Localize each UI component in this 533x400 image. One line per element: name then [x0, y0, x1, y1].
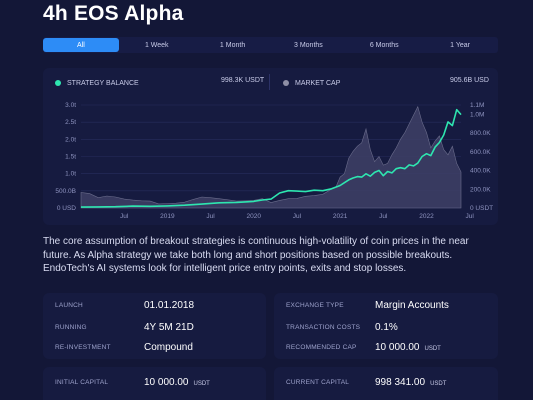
y-right-tick-label: 1.1M — [470, 102, 484, 109]
info-card-right: EXCHANGE TYPE Margin Accounts TRANSACTIO… — [274, 293, 498, 359]
info-value: Margin Accounts — [375, 299, 449, 311]
y-left-tick-label: 0 USD — [57, 205, 76, 212]
info-label: EXCHANGE TYPE — [286, 301, 344, 309]
info-value-number: 10 000.00 — [375, 341, 420, 353]
info-value: 4Y 5M 21D — [144, 321, 194, 333]
info-label: TRANSACTION COSTS — [286, 323, 361, 331]
info-label: RUNNING — [55, 323, 87, 331]
y-right-tick-label: 1.0M — [470, 111, 484, 118]
legend-market-label: MARKET CAP — [295, 79, 341, 87]
info-unit: USDT — [193, 380, 210, 387]
info-unit: USDT — [424, 345, 441, 352]
info-row: RECOMMENDED CAP 10 000.00 USDT — [274, 340, 498, 354]
info-row: CURRENT CAPITAL 998 341.00 USDT — [274, 375, 498, 389]
strategy-description: The core assumption of breakout strategi… — [43, 236, 469, 274]
y-right-tick-label: 800.0K — [470, 130, 491, 137]
info-card-left: LAUNCH 01.01.2018 RUNNING 4Y 5M 21D RE-I… — [43, 293, 266, 359]
info-value: 10 000.00 USDT — [375, 342, 441, 353]
y-right-ticks: 0 USDT 200.0K 400.0K 600.0K 800.0K 1.0M 1.1M — [470, 102, 493, 212]
y-left-tick-label: 2.5t — [65, 119, 76, 126]
page-title: 4h EOS Alpha — [43, 2, 184, 25]
tab-1-month[interactable]: 1 Month — [219, 41, 246, 49]
info-label: RECOMMENDED CAP — [286, 343, 357, 351]
info-value: 0.1% — [375, 321, 398, 333]
info-row: EXCHANGE TYPE Margin Accounts — [274, 298, 498, 312]
info-label: CURRENT CAPITAL — [286, 378, 350, 386]
strategy-dot-icon — [55, 80, 61, 86]
capital-card-left: INITIAL CAPITAL 10 000.00 USDT — [43, 367, 266, 400]
legend-divider — [269, 74, 270, 90]
y-left-tick-label: 1.0t — [65, 171, 76, 178]
y-left-tick-label: 500.0B — [55, 188, 76, 195]
tab-3-months[interactable]: 3 Months — [294, 41, 323, 49]
info-row: RE-INVESTMENT Compound — [43, 340, 266, 354]
legend-strategy[interactable]: STRATEGY BALANCE — [55, 77, 139, 89]
x-tick-label: 2021 — [333, 213, 348, 220]
y-right-tick-label: 0 USDT — [470, 205, 493, 212]
info-row: TRANSACTION COSTS 0.1% — [274, 320, 498, 334]
chart-plot: 0 USD 500.0B 1.0t 1.5t 2.0t 2.5t 3.0t 0 USDT 20… — [55, 102, 493, 220]
tab-all[interactable]: All — [43, 38, 119, 52]
market-dot-icon — [283, 80, 289, 86]
y-left-tick-label: 3.0t — [65, 102, 76, 109]
legend-strategy-label: STRATEGY BALANCE — [67, 79, 139, 87]
x-tick-label: Jul — [206, 213, 215, 220]
y-left-tick-label: 2.0t — [65, 136, 76, 143]
info-row: INITIAL CAPITAL 10 000.00 USDT — [43, 375, 266, 389]
info-value-number: 998 341.00 — [375, 376, 426, 388]
x-tick-label: 2020 — [246, 213, 261, 220]
y-left-tick-label: 1.5t — [65, 154, 76, 161]
x-tick-label: Jul — [465, 213, 474, 220]
info-label: RE-INVESTMENT — [55, 343, 111, 351]
x-tick-label: Jul — [293, 213, 302, 220]
info-value: 01.01.2018 — [144, 299, 195, 311]
y-right-tick-label: 200.0K — [470, 186, 491, 193]
x-tick-label: 2022 — [419, 213, 434, 220]
info-value: 998 341.00 USDT — [375, 377, 446, 388]
x-tick-label: Jul — [120, 213, 129, 220]
info-value-number: 10 000.00 — [144, 376, 189, 388]
info-label: LAUNCH — [55, 301, 83, 309]
info-value: 10 000.00 USDT — [144, 377, 210, 388]
strategy-balance-series — [80, 108, 462, 208]
info-row: LAUNCH 01.01.2018 — [43, 298, 266, 312]
strategy-balance-line — [80, 108, 462, 208]
capital-card-right: CURRENT CAPITAL 998 341.00 USDT — [274, 367, 498, 400]
x-tick-label: Jul — [379, 213, 388, 220]
info-row: RUNNING 4Y 5M 21D — [43, 320, 266, 334]
tab-6-months[interactable]: 6 Months — [369, 41, 399, 49]
legend-market-cap[interactable]: MARKET CAP — [283, 77, 340, 89]
info-unit: USDT — [430, 380, 447, 387]
time-range-tabs: All 1 Week 1 Month 3 Months 6 Months 1 Y… — [43, 37, 498, 53]
y-left-ticks: 0 USD 500.0B 1.0t 1.5t 2.0t 2.5t 3.0t — [55, 102, 76, 212]
info-label: INITIAL CAPITAL — [55, 378, 109, 386]
info-value: Compound — [144, 341, 193, 353]
tab-1-week[interactable]: 1 Week — [144, 41, 169, 49]
chart-card: STRATEGY BALANCE 998.3K USDT MARKET CAP … — [43, 68, 498, 225]
y-right-tick-label: 400.0K — [470, 168, 491, 175]
x-ticks: Jul 2019 Jul 2020 Jul 2021 Jul 2022 Jul — [120, 213, 474, 220]
y-right-tick-label: 600.0K — [470, 149, 491, 156]
legend-market-value: 905.6B USD — [450, 77, 489, 84]
x-tick-label: 2019 — [160, 213, 175, 220]
legend-strategy-value: 998.3K USDT — [221, 77, 265, 84]
tab-1-year[interactable]: 1 Year — [450, 41, 470, 49]
